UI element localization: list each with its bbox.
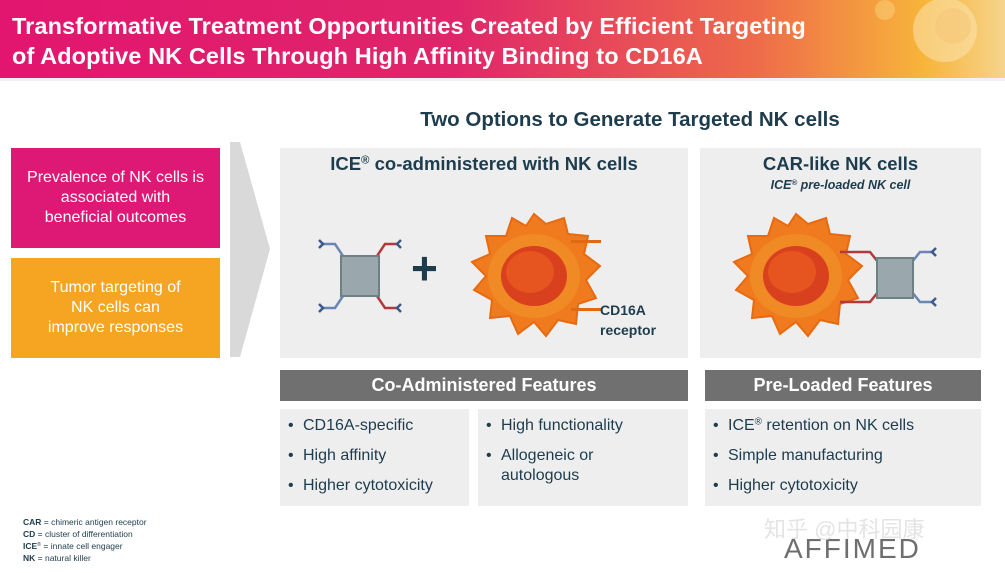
page-title-line-1: Transformative Treatment Opportunities C… (12, 13, 806, 39)
list-item: ICE® retention on NK cells (713, 416, 914, 436)
pre-panel-subtitle: ICE® pre-loaded NK cell (770, 177, 911, 192)
tumor-targeting-box: Tumor targeting of NK cells can improve … (11, 258, 220, 358)
banner-divider (0, 78, 1005, 81)
co-administered-panel: ICE® co-administered with NK cells + CD1… (280, 148, 688, 358)
list-item: Higher cytotoxicity (288, 476, 433, 496)
list-item: Allogeneic or autologous (486, 446, 651, 486)
page-title-line-2: of Adoptive NK Cells Through High Affini… (12, 43, 703, 69)
cd16a-receptor-label: CD16A receptor (600, 302, 657, 338)
nk-cell-icon (470, 212, 602, 338)
prevalence-box: Prevalence of NK cells is associated wit… (11, 148, 220, 248)
list-item: Simple manufacturing (713, 446, 914, 466)
nk-cell-with-ice-icon (732, 212, 937, 338)
pre-panel-title: CAR-like NK cells (762, 153, 919, 174)
co-features-list-a: CD16A-specific High affinity Higher cyto… (280, 409, 469, 506)
co-administered-features-header: Co-Administered Features (280, 370, 688, 401)
affimed-logo: AFFIMED (784, 533, 921, 564)
prevalence-text: Prevalence of NK cells is associated wit… (27, 169, 204, 226)
pre-loaded-panel: CAR-like NK cells ICE® pre-loaded NK cel… (700, 148, 981, 358)
cell-photo-decoration (875, 0, 977, 62)
title-banner: Transformative Treatment Opportunities C… (0, 0, 1005, 78)
list-item: High affinity (288, 446, 433, 466)
footnote-ice: ICE® = innate cell engager (23, 541, 123, 551)
pre-features-list: ICE® retention on NK cells Simple manufa… (705, 409, 981, 506)
options-heading: Two Options to Generate Targeted NK cell… (420, 108, 840, 131)
footnote-cd: CD = cluster of differentiation (23, 529, 133, 539)
list-item: Higher cytotoxicity (713, 476, 914, 496)
list-item: High functionality (486, 416, 651, 436)
pre-loaded-features-header: Pre-Loaded Features (705, 370, 981, 401)
footnote-car: CAR = chimeric antigen receptor (23, 517, 147, 527)
ice-molecule-icon (318, 239, 402, 313)
page-title: Transformative Treatment Opportunities C… (12, 11, 806, 71)
co-features-list-b: High functionality Allogeneic or autolog… (478, 409, 688, 506)
footnote-nk: NK = natural killer (23, 553, 91, 563)
watermark: 知乎 @中科园康 (764, 517, 925, 542)
tumor-targeting-text: Tumor targeting of NK cells can improve … (47, 279, 184, 336)
plus-sign: + (411, 242, 438, 294)
chevron-arrow-icon (230, 142, 270, 357)
co-panel-title: ICE® co-administered with NK cells (330, 153, 638, 174)
abbreviation-footnotes: CAR = chimeric antigen receptor CD = clu… (23, 516, 147, 564)
list-item: CD16A-specific (288, 416, 433, 436)
